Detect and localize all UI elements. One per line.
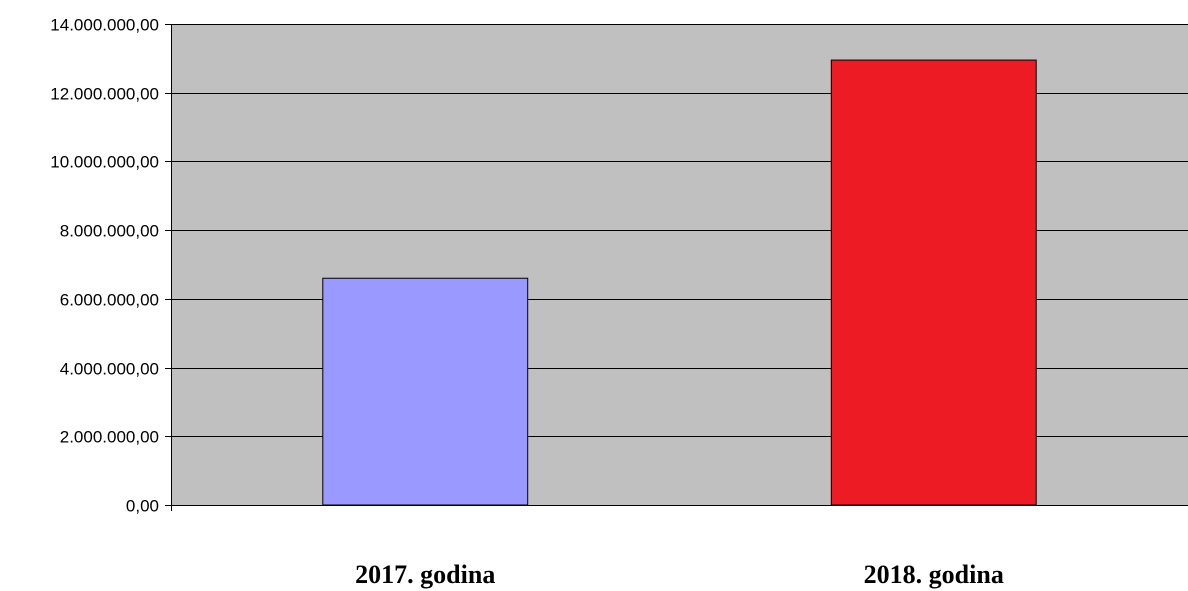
y-tick-label: 12.000.000,00 [50,85,159,104]
y-tick-label: 14.000.000,00 [50,16,159,35]
bars [322,59,1037,506]
y-axis-tick-labels: 0,00 2.000.000,00 4.000.000,00 6.000.000,00… [50,16,159,516]
x-axis-category-labels: 2017. godina 2018. godina [355,560,1004,589]
y-tick-label: 2.000.000,00 [60,428,159,447]
x-category-label: 2018. godina [864,560,1004,589]
bar-2 [830,59,1037,506]
y-tick-label: 4.000.000,00 [60,360,159,379]
y-tick-label: 8.000.000,00 [60,222,159,241]
y-tick-label: 10.000.000,00 [50,153,159,172]
y-tick-label: 0,00 [126,497,159,516]
y-tick-label: 6.000.000,00 [60,291,159,310]
bar-1 [322,277,529,506]
x-category-label: 2017. godina [355,560,495,589]
